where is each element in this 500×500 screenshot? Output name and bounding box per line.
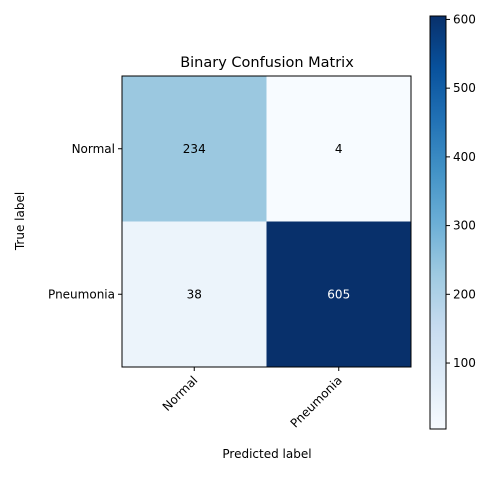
heatmap-cell — [122, 221, 267, 368]
colorbar-tick-label: 400 — [453, 150, 476, 164]
y-axis-ticks: Normal Pneumonia — [48, 142, 122, 301]
chart-title: Binary Confusion Matrix — [180, 55, 354, 71]
colorbar-ticks: 100 200 300 400 500 600 — [446, 12, 476, 370]
colorbar-tick-label: 200 — [453, 287, 476, 301]
y-tick-label: Normal — [72, 142, 115, 156]
x-axis-label: Predicted label — [222, 447, 311, 461]
y-axis-label: True label — [13, 192, 27, 251]
colorbar-gradient — [430, 16, 446, 429]
cell-value-label: 605 — [327, 287, 350, 301]
heatmap-cells — [122, 76, 412, 368]
plot-frame — [121, 75, 412, 368]
heatmap-cell — [266, 76, 412, 222]
x-tick-label: Pneumonia — [288, 373, 345, 430]
cell-value-label: 38 — [187, 287, 202, 301]
colorbar-frame — [429, 15, 447, 430]
colorbar-tick-label: 600 — [453, 12, 476, 26]
x-axis-ticks: Normal Pneumonia — [160, 367, 345, 430]
colorbar-tick-label: 300 — [453, 219, 476, 233]
y-tick-label: Pneumonia — [48, 287, 115, 301]
cell-value-label: 234 — [183, 142, 206, 156]
heatmap-cell — [122, 76, 267, 222]
heatmap-cell — [266, 221, 412, 368]
x-tick-label: Normal — [160, 373, 201, 414]
colorbar-tick-label: 100 — [453, 356, 476, 370]
heatmap-cell-labels: 234 4 38 605 — [183, 142, 350, 302]
colorbar-tick-label: 500 — [453, 81, 476, 95]
cell-value-label: 4 — [335, 142, 343, 156]
